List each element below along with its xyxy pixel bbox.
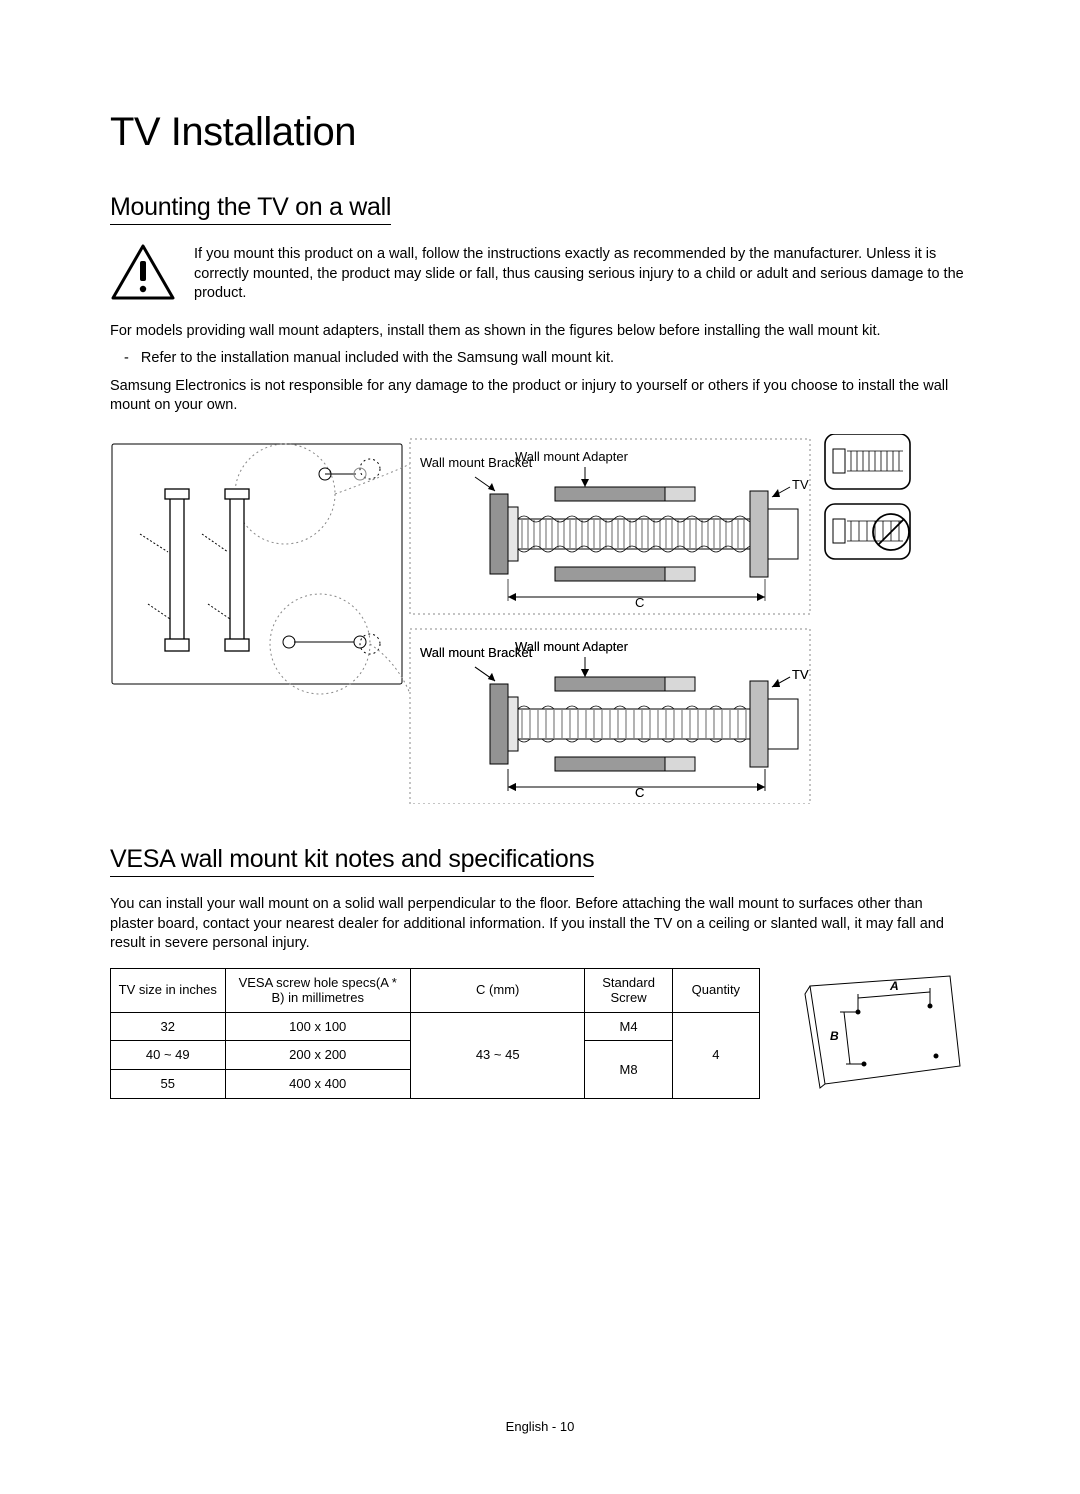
svg-text:B: B [830,1029,839,1043]
page-title: TV Installation [110,110,970,155]
bullet-item: Refer to the installation manual include… [124,349,970,369]
spec-table: TV size in inches VESA screw hole specs(… [110,968,760,1099]
warning-icon [110,243,176,301]
paragraph: For models providing wall mount adapters… [110,322,970,342]
paragraph: You can install your wall mount on a sol… [110,895,970,954]
paragraph: Samsung Electronics is not responsible f… [110,377,970,416]
spec-table-block: TV size in inches VESA screw hole specs(… [110,962,970,1099]
col-vesa: VESA screw hole specs(A * B) in millimet… [225,968,410,1012]
svg-text:Wall mount Adapter: Wall mount Adapter [515,639,629,654]
svg-text:A: A [889,979,899,993]
table-row: TV size in inches VESA screw hole specs(… [111,968,760,1012]
col-c: C (mm) [410,968,585,1012]
warning-block: If you mount this product on a wall, fol… [110,243,970,312]
table-row: 32 100 x 100 43 ~ 45 M4 4 [111,1012,760,1041]
warning-text: If you mount this product on a wall, fol… [194,245,970,304]
section-heading-mounting: Mounting the TV on a wall [110,193,391,225]
svg-text:Wall mount Adapter: Wall mount Adapter [515,449,629,464]
col-screw: Standard Screw [585,968,672,1012]
vesa-dimension-diagram: A B [780,966,970,1096]
svg-text:TV: TV [792,667,809,682]
section-heading-vesa: VESA wall mount kit notes and specificat… [110,845,594,877]
col-qty: Quantity [672,968,759,1012]
wall-mount-diagram: Wall mount Bracket Wall mount Adapter TV… [110,434,970,804]
svg-text:TV: TV [792,477,809,492]
page-footer: English - 10 [0,1419,1080,1434]
col-size: TV size in inches [111,968,226,1012]
